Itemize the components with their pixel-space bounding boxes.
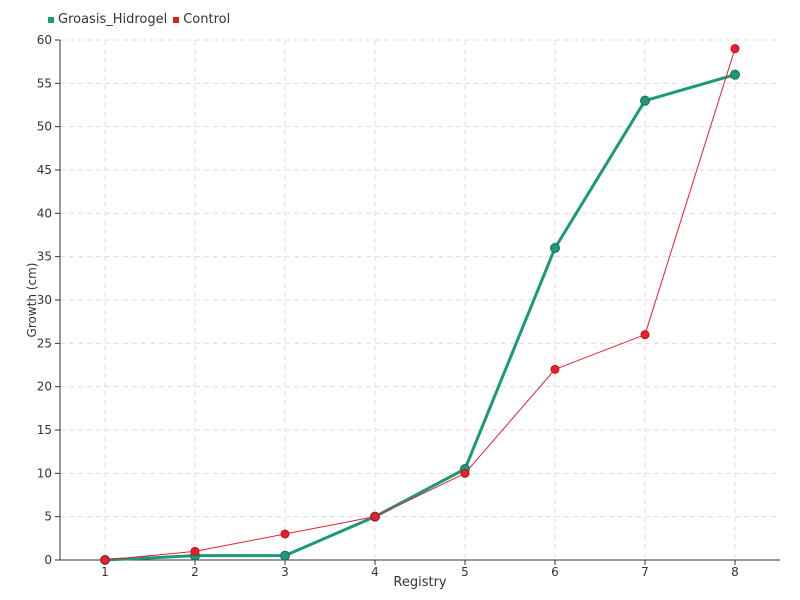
y-axis-label: Growth (cm) <box>25 263 39 338</box>
data-point-control[interactable] <box>730 44 740 54</box>
legend-item-control[interactable]: Control <box>173 12 230 27</box>
legend: Groasis_Hidrogel Control <box>48 12 236 27</box>
data-point-groasis[interactable] <box>550 243 560 253</box>
y-tick-label: 55 <box>37 76 52 90</box>
x-tick-label: 5 <box>461 565 469 579</box>
data-point-control[interactable] <box>190 546 200 556</box>
y-tick-label: 15 <box>37 423 52 437</box>
data-point-control[interactable] <box>280 529 290 539</box>
x-tick-label: 4 <box>371 565 379 579</box>
legend-label-groasis: Groasis_Hidrogel <box>58 12 168 27</box>
legend-label-control: Control <box>183 12 231 27</box>
series-line-control <box>104 48 736 561</box>
data-point-groasis[interactable] <box>640 95 650 106</box>
data-point-control[interactable] <box>370 512 380 522</box>
data-point-control[interactable] <box>640 330 650 340</box>
y-tick-label: 20 <box>37 380 52 394</box>
y-tick-label: 10 <box>37 466 52 480</box>
data-point-control[interactable] <box>550 364 560 374</box>
series-layer <box>100 44 740 565</box>
y-tick-label: 5 <box>44 510 52 524</box>
legend-swatch-control <box>173 16 180 23</box>
y-tick-label: 25 <box>37 336 52 350</box>
y-tick-label: 40 <box>37 206 52 220</box>
y-tick-label: 60 <box>37 33 52 47</box>
y-tick-label: 35 <box>37 250 52 264</box>
x-ticks: 1 2 3 4 5 6 7 8 <box>101 560 739 579</box>
y-tick-label: 50 <box>37 120 52 134</box>
x-tick-label: 7 <box>641 565 649 579</box>
data-point-groasis[interactable] <box>280 550 290 561</box>
x-tick-label: 6 <box>551 565 559 579</box>
grid <box>60 39 780 560</box>
series-line-groasis <box>104 73 736 562</box>
y-ticks: 0 5 10 15 20 25 30 35 40 45 50 55 60 <box>37 33 60 567</box>
legend-swatch-groasis <box>48 16 54 23</box>
y-tick-label: 0 <box>44 553 52 567</box>
y-tick-label: 45 <box>37 163 52 177</box>
data-point-control[interactable] <box>460 468 470 478</box>
x-tick-label: 8 <box>731 565 739 579</box>
x-tick-label: 2 <box>191 565 199 579</box>
data-point-control[interactable] <box>100 555 110 565</box>
x-axis-label: Registry <box>393 575 447 590</box>
legend-item-groasis[interactable]: Groasis_Hidrogel <box>48 12 167 27</box>
x-tick-label: 1 <box>101 565 109 579</box>
data-point-groasis[interactable] <box>730 69 740 80</box>
y-tick-label: 30 <box>37 293 52 307</box>
x-tick-label: 3 <box>281 565 289 579</box>
